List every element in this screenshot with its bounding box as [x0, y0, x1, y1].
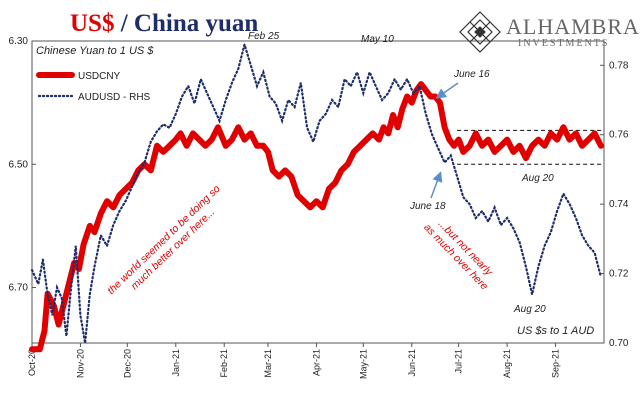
plot-frame: [31, 40, 605, 344]
alhambra-logo: ALHAMBRA INVESTMENTS: [458, 8, 639, 54]
annotation-feb25: Feb 25: [248, 31, 280, 42]
x-axis-tick-label: Feb-21: [219, 349, 229, 378]
x-axis-tick-label: May-21: [358, 349, 368, 379]
x-axis-tick-label: Sep-21: [551, 349, 561, 378]
annotation-may10: May 10: [361, 34, 394, 45]
x-axis-tick-label: Jun-21: [407, 349, 417, 377]
legend-audusd-label: AUDUSD - RHS: [78, 92, 151, 103]
legend-usdcny-label: USDCNY: [78, 71, 121, 82]
right-axis-tick-label: 0.78: [609, 60, 629, 71]
title-usd: US$: [70, 10, 115, 37]
left-axis-tick-label: 6.70: [9, 283, 29, 294]
x-axis-tick-label: Nov-20: [75, 349, 85, 378]
right-axis-label: US $s to 1 AUD: [517, 325, 594, 337]
left-axis-tick-label: 6.30: [9, 36, 29, 47]
arrow-june18: [430, 171, 443, 199]
title-china-yuan: China yuan: [133, 10, 259, 37]
annotation-june18: June 18: [409, 201, 446, 212]
logo-subtitle: INVESTMENTS: [518, 38, 610, 49]
x-axis-tick-label: Apr-21: [311, 349, 321, 376]
right-axis-tick-label: 0.76: [609, 130, 629, 141]
annotation-line: much better over here...: [129, 206, 218, 292]
page-title: US$ / China yuan: [70, 10, 258, 38]
right-axis-tick-label: 0.72: [609, 269, 629, 280]
x-axis-tick-label: Jan-21: [171, 349, 181, 377]
annotation-aug20-cny: Aug 20: [521, 173, 554, 184]
lattice-icon: [459, 11, 501, 53]
arrow-june16: [435, 82, 459, 99]
left-axis-label: Chinese Yuan to 1 US $: [36, 45, 154, 57]
annotation-aug20-aud: Aug 20: [513, 304, 546, 315]
annotation-line: the world seemed to be doing so: [105, 183, 223, 297]
logo-name: ALHAMBRA: [506, 14, 640, 39]
right-axis-tick-label: 0.70: [609, 338, 629, 349]
left-axis-tick-label: 6.50: [9, 159, 29, 170]
x-axis-tick-label: Jul-21: [454, 349, 464, 374]
x-axis-tick-label: Oct-20: [27, 349, 37, 376]
x-axis-tick-label: Dec-20: [122, 349, 132, 378]
annotation-june16: June 16: [453, 69, 490, 80]
title-separator: /: [114, 10, 134, 37]
series-usdcny-line: [29, 81, 604, 353]
x-axis-tick-label: Aug-21: [502, 349, 512, 378]
x-axis-tick-label: Mar-21: [263, 349, 273, 378]
right-axis-tick-label: 0.74: [609, 199, 629, 210]
